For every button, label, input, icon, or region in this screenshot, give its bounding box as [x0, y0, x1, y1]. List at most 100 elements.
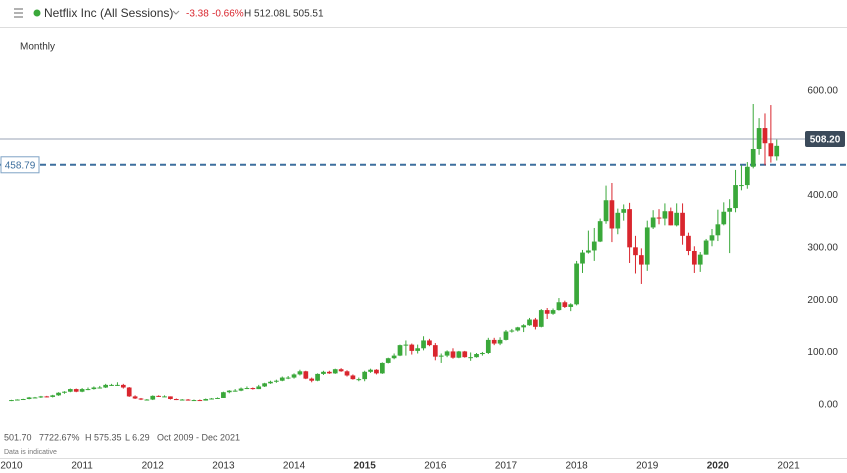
candle-body: [662, 211, 668, 219]
candle-body: [774, 145, 780, 157]
candle-body: [9, 400, 14, 402]
candle-body: [350, 375, 356, 380]
candle-body: [744, 166, 750, 186]
candle-body: [109, 384, 114, 386]
candle-body: [274, 380, 279, 382]
candle-body: [756, 128, 762, 149]
x-tick-label: 2019: [636, 461, 659, 472]
candle-body: [138, 398, 144, 400]
x-tick-label: 2011: [71, 461, 93, 472]
candle-body: [391, 355, 397, 359]
footer-high: H 575.35: [85, 432, 122, 442]
candle-body: [480, 352, 485, 355]
day-high: H 512.08: [244, 9, 285, 20]
candle-body: [615, 212, 621, 229]
candle-body: [503, 331, 509, 340]
candle-body: [721, 211, 727, 225]
candle-body: [627, 209, 632, 248]
candle-body: [409, 344, 415, 351]
candle-body: [50, 395, 56, 397]
candle-body: [62, 391, 67, 393]
candle-body: [709, 235, 715, 241]
candle-body: [444, 351, 450, 356]
candle-body: [73, 389, 79, 392]
candle-body: [762, 128, 768, 144]
candle-body: [32, 397, 38, 399]
candle-body: [515, 327, 521, 331]
candle-body: [279, 377, 285, 381]
candle-body: [474, 354, 479, 358]
candle-body: [215, 397, 220, 399]
candle-body: [303, 371, 309, 379]
x-tick-label: 2016: [424, 461, 447, 472]
candle-body: [491, 339, 497, 344]
y-tick-label: 100.00: [807, 347, 838, 358]
candle-body: [527, 319, 532, 326]
candle-body: [427, 340, 432, 346]
candle-body: [150, 395, 156, 400]
candle-body: [397, 345, 403, 356]
candle-body: [232, 390, 238, 392]
x-tick-label: 2014: [283, 461, 306, 472]
footer-range: Oct 2009 - Dec 2021: [157, 432, 240, 442]
candle-body: [291, 374, 297, 378]
price-label-box: [0, 156, 40, 174]
price-label: 458.79: [5, 160, 36, 171]
candle-body: [226, 390, 232, 393]
candle-body: [568, 304, 574, 307]
x-tick-label: 2013: [212, 461, 235, 472]
candle-body: [179, 399, 185, 401]
candle-body: [91, 387, 97, 390]
candle-body: [438, 355, 444, 357]
candle-body: [715, 224, 721, 236]
candle-body: [120, 384, 126, 388]
instrument-title[interactable]: Netflix Inc (All Sessions): [44, 6, 173, 20]
price-label-box: [805, 130, 845, 147]
candle-body: [650, 217, 656, 228]
candle-body: [644, 227, 650, 265]
candle-body: [609, 200, 615, 229]
status-dot: [33, 9, 41, 17]
candle-body: [580, 252, 585, 264]
candle-body: [203, 399, 209, 401]
candle-body: [156, 395, 161, 397]
day-low: L 505.51: [285, 9, 324, 20]
candle-body: [197, 400, 203, 402]
dropdown-icon[interactable]: [172, 10, 180, 15]
x-tick-label: 2018: [565, 461, 588, 472]
price-label: 508.20: [810, 135, 841, 146]
candle-body: [456, 351, 462, 358]
candle-body: [497, 339, 503, 344]
candle-body: [550, 310, 556, 314]
candle-body: [733, 185, 738, 209]
candle-body: [185, 399, 191, 401]
candle-body: [132, 396, 138, 399]
change-pct: -0.66%: [212, 9, 244, 20]
candle-body: [468, 357, 473, 359]
candle-body: [56, 392, 61, 396]
candle-body: [556, 302, 562, 311]
candle-body: [750, 148, 756, 167]
y-tick-label: 200.00: [807, 295, 838, 306]
candle-body: [38, 396, 44, 398]
x-tick-label: 2012: [142, 461, 165, 472]
interval: Monthly: [20, 42, 55, 53]
candle-body: [44, 396, 50, 398]
footer-note: Data is indicative: [4, 449, 57, 456]
candle-body: [191, 400, 197, 402]
candle-body: [727, 208, 733, 212]
candle-body: [97, 387, 103, 389]
candle-body: [85, 389, 91, 391]
candle-body: [633, 247, 638, 256]
y-tick-label: 0.00: [819, 399, 839, 410]
candle-body: [462, 351, 468, 358]
menu-icon[interactable]: [14, 8, 23, 18]
candle-body: [691, 250, 697, 265]
footer-last: 501.70: [4, 432, 32, 442]
candle-body: [268, 381, 273, 384]
x-tick-label: 2015: [354, 461, 377, 472]
candle-body: [739, 185, 744, 187]
x-tick-label: 2021: [777, 461, 800, 472]
